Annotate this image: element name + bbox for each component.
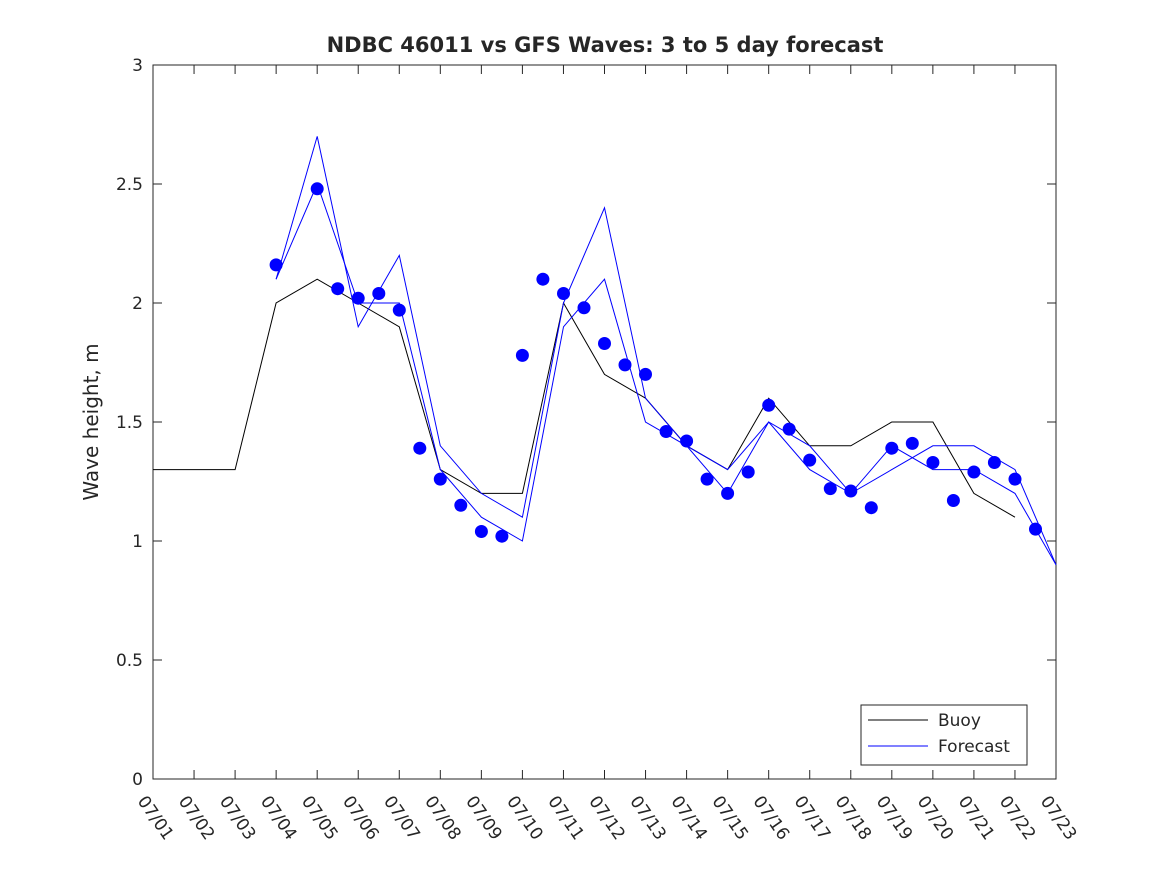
forecast-marker	[557, 287, 570, 300]
x-tick-label: 07/14	[666, 792, 710, 844]
x-tick-label: 07/06	[338, 792, 382, 844]
x-tick-label: 07/11	[543, 792, 587, 844]
forecast-marker	[331, 282, 345, 296]
forecast-marker	[598, 337, 611, 350]
forecast-marker	[741, 465, 755, 479]
y-tick-label: 1	[132, 532, 143, 552]
y-tick-label: 3	[132, 56, 143, 76]
forecast-marker	[864, 501, 878, 515]
y-tick-label: 0	[132, 770, 143, 790]
x-tick-label: 07/09	[461, 792, 505, 844]
forecast-marker	[454, 498, 468, 512]
x-tick-label: 07/17	[790, 792, 834, 844]
forecast-marker	[680, 434, 694, 448]
legend-label-buoy: Buoy	[938, 711, 981, 731]
x-tick-label: 07/22	[995, 792, 1039, 844]
forecast-marker	[700, 472, 714, 486]
forecast-marker	[392, 303, 406, 317]
forecast-marker	[844, 484, 858, 498]
legend-box	[860, 704, 1028, 766]
forecast-marker	[823, 482, 837, 496]
x-tick-label: 07/08	[420, 792, 464, 844]
forecast-marker	[926, 456, 940, 469]
forecast-markers	[269, 182, 1042, 543]
forecast-marker	[762, 398, 776, 412]
forecast-marker	[721, 486, 735, 500]
forecast-marker	[310, 182, 324, 196]
forecast-marker	[885, 441, 899, 455]
x-tick-label: 07/12	[584, 792, 628, 844]
x-tick-label: 07/20	[913, 792, 957, 844]
x-tick-label: 07/16	[749, 792, 793, 844]
x-tick-label: 07/10	[502, 792, 546, 844]
legend-label-forecast: Forecast	[938, 737, 1010, 757]
y-tick-label: 2.5	[116, 175, 143, 195]
forecast-marker	[946, 494, 960, 507]
x-tick-label: 07/01	[133, 792, 177, 844]
forecast-marker	[967, 465, 981, 479]
x-tick-label: 07/23	[1036, 792, 1080, 844]
x-tick-label: 07/04	[256, 792, 300, 844]
forecast-marker	[987, 456, 1001, 469]
x-tick-label: 07/21	[954, 792, 998, 844]
forecast-marker	[659, 425, 673, 438]
forecast-marker	[782, 422, 796, 436]
x-tick-label: 07/02	[174, 792, 218, 844]
forecast-marker	[905, 436, 919, 450]
y-tick-label: 1.5	[116, 413, 143, 433]
forecast-marker	[515, 348, 529, 362]
x-tick-label: 07/15	[708, 792, 752, 844]
chart-title: NDBC 46011 vs GFS Waves: 3 to 5 day fore…	[327, 33, 884, 57]
forecast-marker	[474, 525, 488, 538]
forecast-marker	[1008, 472, 1022, 486]
legend: Buoy Forecast	[860, 704, 1028, 766]
y-tick-label: 0.5	[116, 651, 143, 671]
forecast-marker	[413, 441, 427, 455]
y-axis-label: Wave height, m	[79, 343, 103, 500]
x-tick-label: 07/05	[297, 792, 341, 844]
forecast-marker	[351, 291, 365, 305]
buoy-line	[153, 278, 1016, 518]
forecast-marker	[495, 529, 509, 543]
forecast-marker	[639, 367, 652, 381]
buoy-series	[153, 278, 1016, 518]
forecast-marker	[577, 301, 591, 315]
x-tick-label: 07/13	[625, 792, 669, 844]
forecast-marker	[269, 258, 283, 272]
x-tick-label: 07/19	[872, 792, 916, 844]
y-tick-label: 2	[132, 294, 143, 314]
forecast-marker	[372, 287, 386, 300]
forecast-marker	[433, 472, 447, 486]
x-tick-label: 07/07	[379, 792, 423, 844]
x-tick-label: 07/18	[831, 792, 875, 844]
y-axis: 0 0.5 1 1.5 2 2.5 3	[116, 56, 1056, 790]
forecast-marker	[1029, 522, 1042, 536]
x-tick-label: 07/03	[215, 792, 259, 844]
forecast-line	[275, 136, 1057, 565]
forecast-marker	[618, 358, 632, 372]
forecast-marker	[536, 272, 550, 286]
forecast-marker	[803, 453, 817, 467]
